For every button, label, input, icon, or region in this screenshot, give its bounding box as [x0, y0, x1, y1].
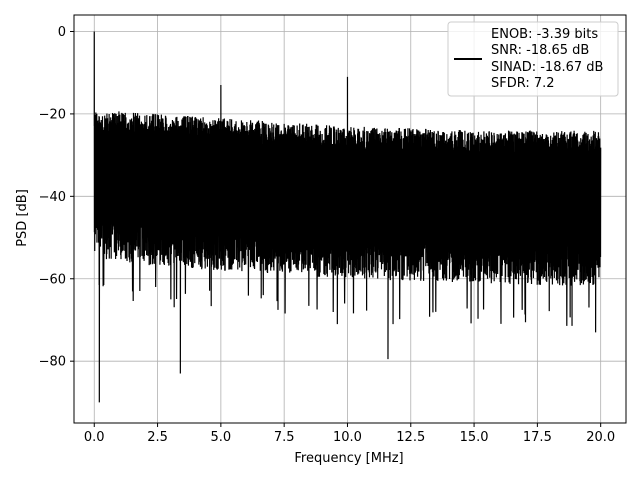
x-tick-label: 15.0: [460, 430, 489, 445]
x-tick-label: 17.5: [523, 430, 552, 445]
axes-frame: [73, 14, 627, 424]
x-tick-label: 5.0: [211, 430, 232, 445]
y-tick-label: −60: [39, 272, 66, 287]
axis-ticks: 0.0 2.5 5.0 7.5 10.0 12.5 15.0 17.5 20.0 0 −20 −40 −…: [39, 25, 616, 445]
y-tick-label: 0: [58, 25, 66, 40]
psd-series-line: [93, 31, 602, 403]
legend: ENOB: -3.39 bits SNR: -18.65 dB SINAD: -…: [447, 21, 619, 97]
plot-area: [93, 31, 602, 403]
y-tick-label: −40: [39, 190, 66, 205]
y-tick-label: −80: [39, 355, 66, 370]
legend-snr: SNR: -18.65 dB: [491, 43, 589, 58]
y-tick-label: −20: [39, 107, 66, 122]
x-tick-label: 10.0: [333, 430, 362, 445]
x-tick-label: 12.5: [396, 430, 425, 445]
x-tick-label: 7.5: [274, 430, 295, 445]
legend-sfdr: SFDR: 7.2: [491, 76, 555, 91]
x-tick-label: 2.5: [147, 430, 168, 445]
legend-box: [447, 21, 619, 97]
legend-sinad: SINAD: -18.67 dB: [491, 60, 603, 75]
x-tick-label: 20.0: [586, 430, 615, 445]
legend-enob: ENOB: -3.39 bits: [491, 27, 598, 42]
x-tick-label: 0.0: [84, 430, 105, 445]
y-axis-label: PSD [dB]: [15, 189, 30, 247]
x-axis-label: Frequency [MHz]: [294, 451, 403, 466]
